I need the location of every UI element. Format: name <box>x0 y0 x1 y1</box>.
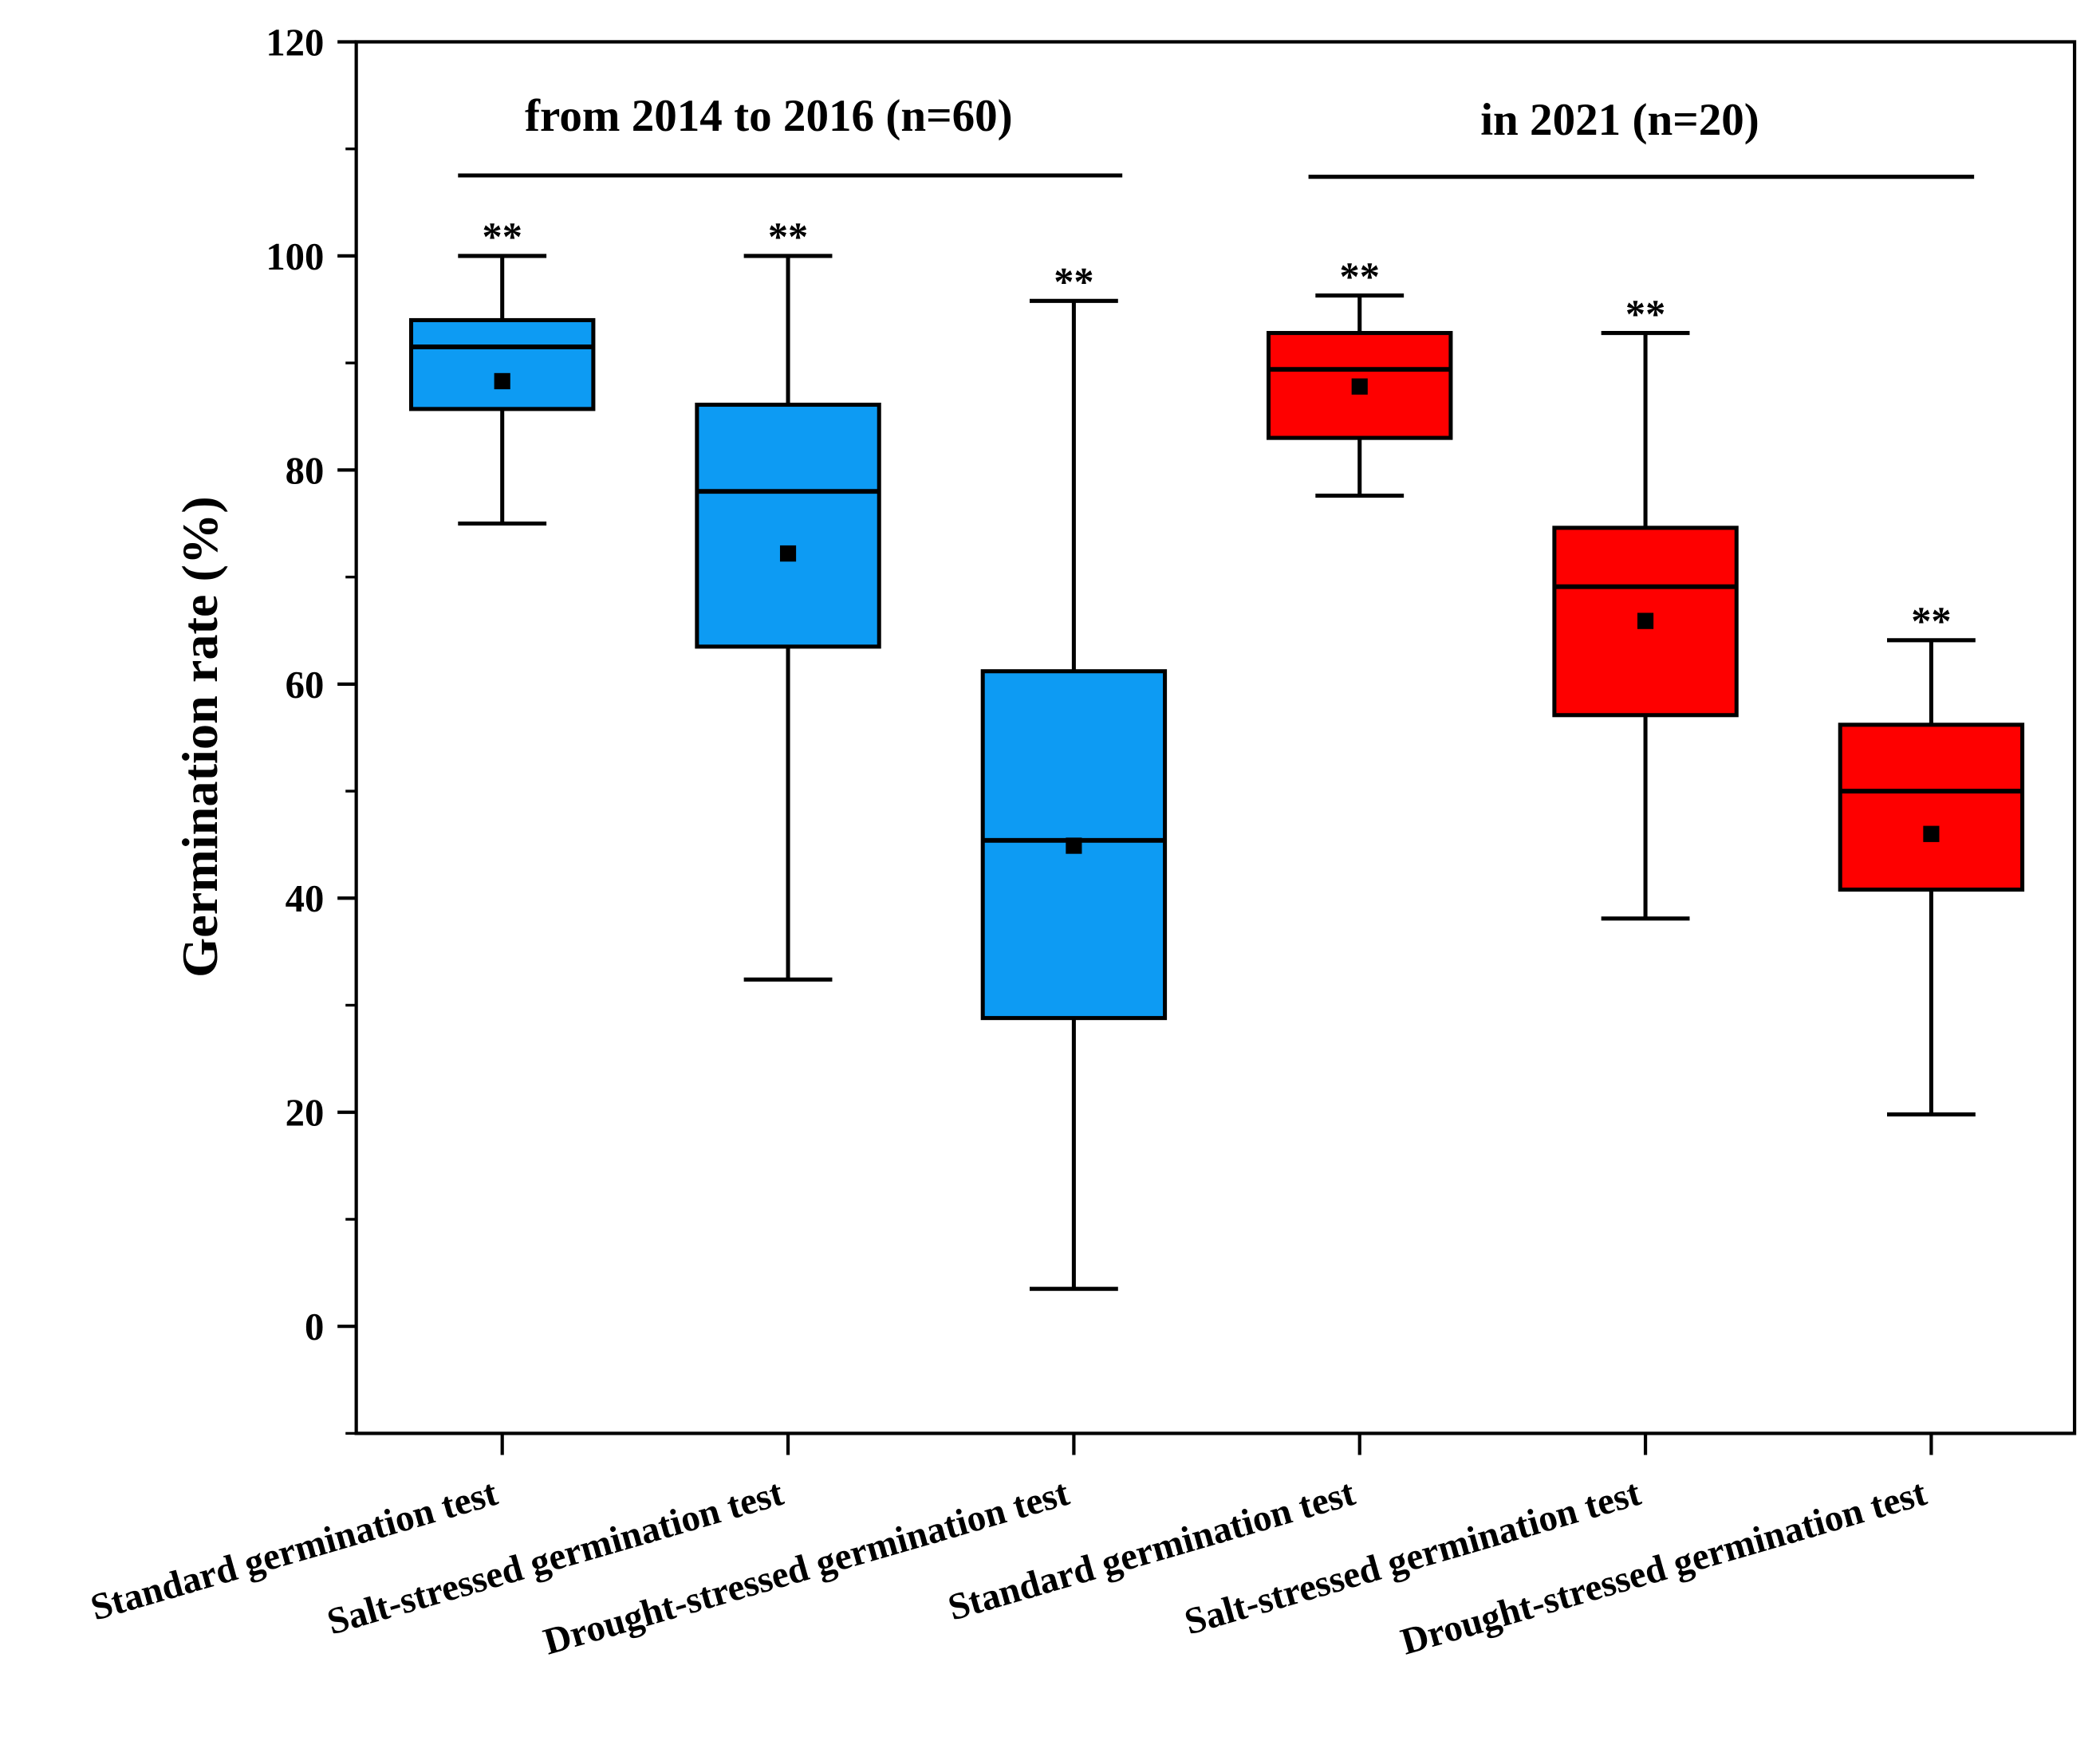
y-tick-label: 40 <box>286 876 325 920</box>
y-tick-label: 0 <box>305 1305 324 1349</box>
significance-label: ** <box>1911 599 1951 644</box>
y-tick-label: 60 <box>286 663 325 707</box>
mean-marker <box>1351 378 1368 395</box>
box-plot-item: ** <box>408 215 596 526</box>
group-label: from 2014 to 2016 (n=60) <box>525 91 1013 141</box>
plot-frame <box>354 40 2077 1435</box>
boxes: ** ** ** ** ** ** <box>408 215 2025 1291</box>
mean-marker <box>779 545 797 562</box>
y-tick-label: 80 <box>286 448 325 492</box>
significance-label: ** <box>483 215 522 259</box>
mean-marker <box>494 372 510 390</box>
box-plot-item: ** <box>695 215 881 982</box>
significance-label: ** <box>1625 292 1665 337</box>
box-plot-item: ** <box>1552 292 1739 921</box>
group-annotations: from 2014 to 2016 (n=60) in 2021 (n=20) <box>458 91 1975 179</box>
significance-label: ** <box>768 215 808 259</box>
y-tick-label: 20 <box>286 1090 325 1134</box>
y-axis: 0 20 40 60 80 100 120 <box>266 20 357 1435</box>
box-plot-item: ** <box>1267 254 1453 498</box>
box-iqr <box>408 317 596 411</box>
mean-marker <box>1637 612 1654 629</box>
x-category-label: Drought-stressed germination test <box>1397 1472 1931 1664</box>
x-category-label: Drought-stressed germination test <box>539 1472 1074 1664</box>
box-iqr <box>1838 723 2025 892</box>
mean-marker <box>1923 825 1940 842</box>
box-iqr <box>695 402 881 649</box>
significance-label: ** <box>1340 254 1380 299</box>
box-plot-item: ** <box>1838 599 2025 1116</box>
y-tick-label: 100 <box>266 234 324 278</box>
box-plot-item: ** <box>980 259 1168 1291</box>
significance-label: ** <box>1054 259 1093 304</box>
group-label: in 2021 (n=20) <box>1480 95 1759 145</box>
y-tick-label: 120 <box>266 20 324 64</box>
y-axis-title: Germination rate (%) <box>171 496 228 978</box>
mean-marker <box>1066 837 1082 854</box>
